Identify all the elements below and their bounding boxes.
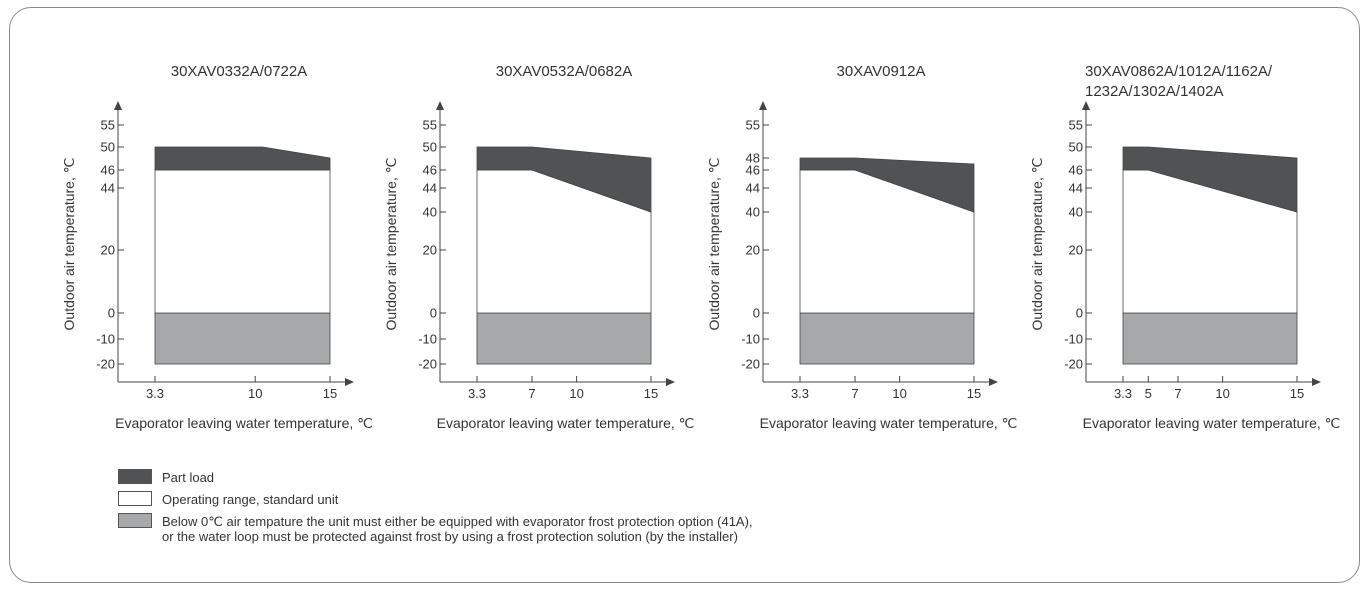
chart-2-y-tick-label: 44	[423, 181, 437, 196]
chart-3-y-axis-arrow	[759, 101, 767, 110]
chart-3-title-line-1: 30XAV0912A	[837, 63, 926, 80]
legend-swatch-frost	[118, 513, 152, 528]
chart-4-x-axis-label: Evaporator leaving water temperature, ℃	[1083, 415, 1341, 431]
chart-2-y-axis-arrow	[436, 101, 444, 110]
chart-4-x-tick-label: 5	[1145, 386, 1152, 401]
chart-3-x-tick-label: 3.3	[791, 386, 809, 401]
chart-1-y-axis-label: Outdoor air temperature, ℃	[61, 158, 77, 331]
chart-4-y-tick-label: 0	[1076, 306, 1083, 321]
legend-label-standard: Operating range, standard unit	[162, 492, 339, 507]
chart-3-y-tick-label: 0	[753, 306, 760, 321]
chart-3-x-tick-label: 7	[851, 386, 858, 401]
chart-3-y-tick-label: 20	[746, 243, 760, 258]
chart-3-frost-region	[799, 312, 975, 365]
chart-4-x-tick-label: 7	[1174, 386, 1181, 401]
chart-4-y-tick-label: -20	[1064, 357, 1083, 372]
chart-4-x-axis-arrow	[1312, 378, 1321, 386]
chart-1-y-tick-label: 0	[108, 306, 115, 321]
chart-1-y-tick-label: 44	[101, 181, 115, 196]
chart-4-y-axis-arrow	[1082, 101, 1090, 110]
chart-4-y-tick-label: 44	[1069, 181, 1083, 196]
chart-1-frost-region	[154, 312, 331, 365]
legend-swatch-standard	[118, 491, 152, 506]
chart-2-y-tick-label: -10	[418, 332, 437, 347]
chart-2-x-axis-arrow	[666, 378, 675, 386]
chart-1-x-tick-label: 15	[323, 386, 337, 401]
chart-4-title-line-2: 1232A/1302A/1402A	[1085, 83, 1223, 100]
chart-2-part-load-region	[476, 146, 652, 213]
chart-2-x-tick-label: 10	[569, 386, 583, 401]
chart-3-y-tick-label: -10	[741, 332, 760, 347]
chart-2-frost-region	[476, 312, 652, 365]
chart-4-x-tick-label: 10	[1215, 386, 1229, 401]
chart-3-y-axis-label: Outdoor air temperature, ℃	[706, 158, 722, 331]
chart-2-y-tick-label: 20	[423, 243, 437, 258]
chart-2-title-line-1: 30XAV0532A/0682A	[496, 63, 633, 80]
chart-2-x-axis-label: Evaporator leaving water temperature, ℃	[437, 415, 695, 431]
chart-2-y-tick-label: 46	[423, 163, 437, 178]
chart-1-y-tick-label: 46	[101, 163, 115, 178]
chart-4-y-tick-label: 40	[1069, 205, 1083, 220]
legend-label-frost-line2: or the water loop must be protected agai…	[162, 529, 738, 544]
chart-2-y-tick-label: 55	[423, 118, 437, 133]
chart-2-y-tick-label: 40	[423, 205, 437, 220]
chart-1-y-axis-arrow	[114, 101, 122, 110]
chart-3-x-axis-arrow	[989, 378, 998, 386]
chart-4-y-tick-label: -10	[1064, 332, 1083, 347]
chart-4-y-tick-label: 55	[1069, 118, 1083, 133]
chart-2-x-tick-label: 15	[644, 386, 658, 401]
chart-1-title-line-1: 30XAV0332A/0722A	[171, 63, 308, 80]
chart-4-y-tick-label: 20	[1069, 243, 1083, 258]
chart-1-x-tick-label: 10	[248, 386, 262, 401]
chart-3-y-tick-label: 55	[746, 118, 760, 133]
chart-3-y-tick-label: 40	[746, 205, 760, 220]
chart-1-x-tick-label: 3.3	[146, 386, 164, 401]
chart-1-y-tick-label: 50	[101, 140, 115, 155]
chart-1-y-tick-label: 55	[101, 118, 115, 133]
chart-3-y-tick-label: -20	[741, 357, 760, 372]
chart-1-y-tick-label: -10	[96, 332, 115, 347]
chart-2-y-tick-label: 0	[430, 306, 437, 321]
chart-3-y-tick-label: 44	[746, 181, 760, 196]
chart-4-x-tick-label: 15	[1290, 386, 1304, 401]
legend-swatch-part-load	[118, 469, 152, 484]
chart-1-x-axis-arrow	[345, 378, 354, 386]
chart-1-y-tick-label: -20	[96, 357, 115, 372]
chart-3-x-axis-label: Evaporator leaving water temperature, ℃	[760, 415, 1018, 431]
legend-label-part-load: Part load	[162, 470, 215, 485]
chart-2-y-tick-label: -20	[418, 357, 437, 372]
chart-3-y-tick-label: 48	[746, 151, 760, 166]
chart-2-x-tick-label: 7	[528, 386, 535, 401]
chart-3-part-load-region	[799, 157, 975, 213]
chart-2-x-tick-label: 3.3	[468, 386, 486, 401]
chart-4-x-tick-label: 3.3	[1114, 386, 1132, 401]
chart-4-y-tick-label: 46	[1069, 163, 1083, 178]
chart-4-y-tick-label: 50	[1069, 140, 1083, 155]
legend-label-frost: Below 0℃ air tempature the unit must eit…	[162, 514, 753, 529]
chart-3-x-tick-label: 10	[892, 386, 906, 401]
chart-1-x-axis-label: Evaporator leaving water temperature, ℃	[115, 415, 373, 431]
chart-3-x-tick-label: 15	[967, 386, 981, 401]
chart-4-title-line-1: 30XAV0862A/1012A/1162A/	[1085, 63, 1273, 80]
figure-frame	[9, 7, 1360, 583]
chart-2-y-tick-label: 50	[423, 140, 437, 155]
chart-4-part-load-region	[1122, 146, 1298, 213]
chart-4-y-axis-label: Outdoor air temperature, ℃	[1029, 158, 1045, 331]
chart-1-standard-region	[154, 169, 331, 314]
chart-2-y-axis-label: Outdoor air temperature, ℃	[383, 158, 399, 331]
chart-3-y-tick-label: 46	[746, 163, 760, 178]
chart-1-y-tick-label: 20	[101, 243, 115, 258]
chart-1-part-load-region	[154, 146, 331, 171]
chart-4-frost-region	[1122, 312, 1298, 365]
